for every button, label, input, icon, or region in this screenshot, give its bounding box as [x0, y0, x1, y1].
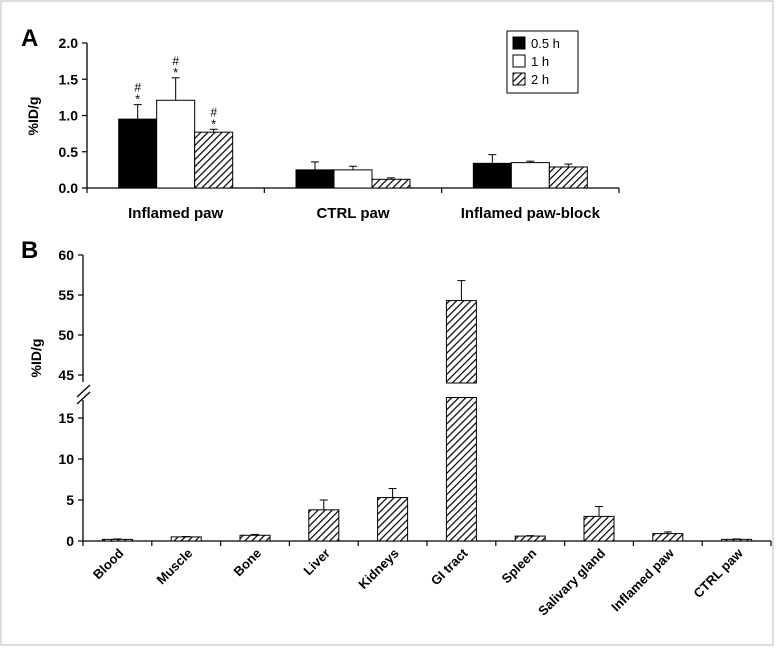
panel-b-letter: B	[21, 237, 38, 264]
panel-a-bar	[371, 178, 411, 189]
panel-a-significance-star: *	[211, 116, 216, 131]
panel-a-significance-hash: #	[210, 105, 217, 119]
panel-b-bar	[514, 535, 546, 542]
panel-a-bar	[295, 169, 335, 189]
panel-b-y-tick-label: 50	[58, 327, 74, 343]
panel-b-category-label: Blood	[90, 545, 127, 582]
panel-b-bar	[445, 397, 477, 542]
panel-a-bar	[333, 169, 373, 189]
panel-a-y-axis-label: %ID/g	[25, 97, 41, 136]
panel-b-y-tick-label: 5	[66, 492, 74, 508]
panel-b-bar	[652, 533, 684, 542]
panel-b-bar	[239, 534, 271, 542]
panel-b-y-tick-label: 55	[58, 287, 74, 303]
panel-a-legend-label: 2 h	[531, 72, 549, 87]
panel-b-y-tick-label: 15	[58, 410, 74, 426]
panel-a-bar	[118, 118, 158, 189]
panel-b-category-label: Salivary gland	[535, 545, 608, 618]
panel-b-bar	[308, 509, 340, 542]
panel-a-legend-label: 0.5 h	[531, 36, 560, 51]
panel-b-y-tick-label: 10	[58, 451, 74, 467]
panel-b-bar	[101, 538, 133, 542]
panel-b-bar-upper	[445, 300, 477, 384]
panel-b-category-label: Kidneys	[355, 546, 401, 592]
panel-b-axis-break-mark	[76, 391, 91, 405]
panel-a-bar	[548, 166, 588, 189]
panel-b-category-label: Inflamed paw	[608, 545, 677, 614]
panel-a-y-tick-label: 0.5	[59, 144, 79, 160]
panel-a-legend-swatch	[512, 72, 526, 86]
panel-a-legend-swatch	[512, 36, 526, 50]
panel-a-legend-swatch	[512, 54, 526, 68]
panel-a-y-tick-label: 2.0	[59, 35, 79, 51]
panel-a-y-tick-label: 0.0	[59, 180, 79, 196]
panel-b-category-label: Spleen	[499, 545, 540, 586]
panel-a-bar	[472, 162, 512, 189]
panel-a-significance-star: *	[173, 65, 178, 80]
panel-b-bar	[170, 536, 202, 542]
panel-a-y-tick-label: 1.5	[59, 71, 79, 87]
panel-a-letter: A	[21, 25, 38, 52]
panel-a-significance-hash: #	[134, 81, 141, 95]
panel-b: 0 5 10 15 45 50 55 60 %ID/g Blood Muscle Bone Liver K…	[28, 247, 772, 618]
panel-a-category-label: CTRL paw	[316, 205, 389, 222]
panel-b-category-label: Liver	[300, 546, 333, 579]
panel-a-bar	[156, 99, 196, 189]
panel-a-bar	[194, 131, 234, 189]
panel-a-significance-hash: #	[172, 54, 179, 68]
panel-b-bar	[721, 538, 753, 542]
panel-b-y-tick-label: 0	[66, 533, 74, 549]
panel-a-category-label: Inflamed paw-block	[461, 205, 601, 222]
panel-b-category-label: CTRL paw	[690, 545, 746, 601]
panel-b-y-tick-label: 45	[58, 367, 74, 383]
panel-b-category-label: Bone	[231, 546, 265, 580]
panel-b-category-label: Muscle	[154, 546, 196, 588]
panel-b-category-label: GI tract	[428, 545, 471, 588]
panel-b-axis-break-mark	[76, 384, 91, 398]
panel-b-bar	[583, 515, 615, 542]
panel-b-y-tick-label: 60	[58, 247, 74, 263]
panel-b-bar	[377, 497, 409, 542]
panel-b-y-axis-label: %ID/g	[28, 339, 44, 378]
panel-a-significance-star: *	[135, 92, 140, 107]
panel-a-category-label: Inflamed paw	[128, 205, 223, 222]
panel-a-y-tick-label: 1.0	[59, 108, 79, 124]
panel-a-legend-label: 1 h	[531, 54, 549, 69]
panel-a-bar	[510, 162, 550, 189]
